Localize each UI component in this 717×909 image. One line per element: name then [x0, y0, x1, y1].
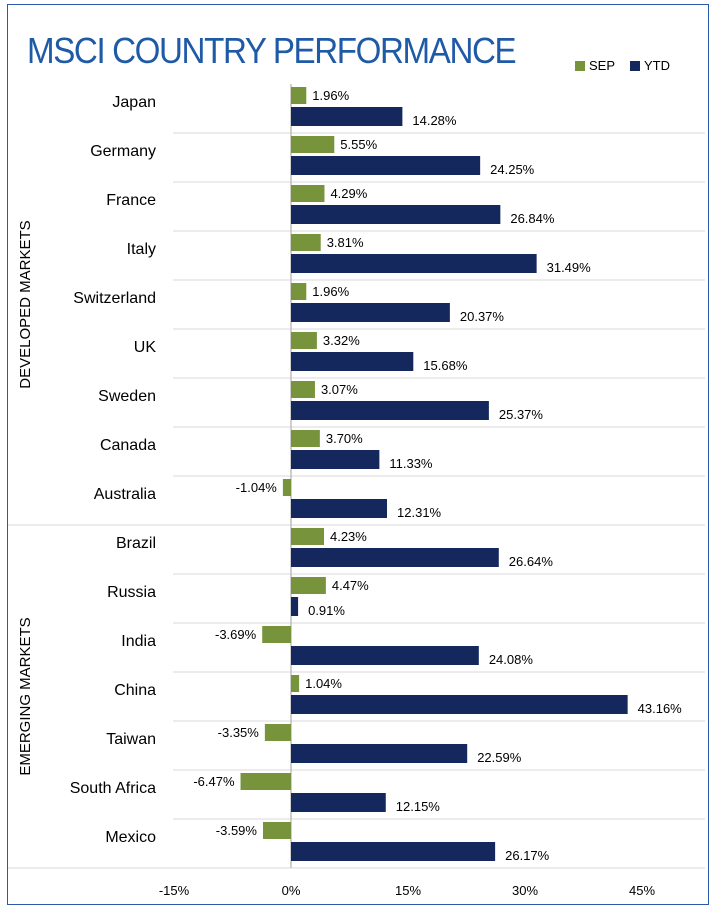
category-label: Brazil [116, 535, 156, 552]
bar-sep [282, 479, 291, 496]
bar-sep [291, 234, 321, 251]
bar-ytd [291, 499, 388, 518]
bar-sep [291, 87, 307, 104]
bar-sep [291, 430, 320, 447]
legend-label-sep: SEP [589, 58, 616, 73]
data-label-ytd: 31.49% [547, 260, 592, 275]
bar-sep [264, 724, 291, 741]
category-label: Mexico [105, 829, 156, 846]
data-label-sep: -1.04% [236, 480, 278, 495]
bar-sep [291, 283, 307, 300]
x-tick-label: 15% [395, 883, 421, 898]
data-label-sep: 5.55% [340, 137, 377, 152]
x-tick-label: -15% [159, 883, 190, 898]
category-label: Japan [112, 94, 156, 111]
data-label-sep: 3.81% [327, 235, 364, 250]
bar-ytd [291, 597, 299, 616]
data-label-ytd: 24.08% [489, 652, 534, 667]
bar-sep [291, 332, 317, 349]
bar-sep [291, 136, 335, 153]
data-label-sep: -3.35% [218, 725, 260, 740]
x-tick-label: 30% [512, 883, 538, 898]
bar-ytd [291, 842, 496, 861]
data-label-ytd: 24.25% [490, 162, 535, 177]
x-tick-label: 0% [282, 883, 301, 898]
category-label: Taiwan [106, 731, 156, 748]
bar-ytd [291, 744, 468, 763]
bar-sep [291, 675, 300, 692]
bar-ytd [291, 156, 481, 175]
legend-swatch-ytd [630, 60, 640, 71]
category-label: Germany [90, 143, 156, 160]
bar-sep [291, 577, 326, 594]
legend-swatch-sep [575, 60, 585, 71]
category-label: Canada [100, 437, 156, 454]
data-label-sep: 4.23% [330, 529, 367, 544]
data-label-sep: 3.32% [323, 333, 360, 348]
data-label-ytd: 22.59% [477, 750, 522, 765]
bar-ytd [291, 254, 537, 273]
bar-ytd [291, 793, 386, 812]
bar-ytd [291, 695, 628, 714]
data-label-sep: 1.04% [305, 676, 342, 691]
data-label-ytd: 20.37% [460, 309, 505, 324]
x-tick-label: 45% [629, 883, 655, 898]
data-label-ytd: 26.17% [505, 848, 550, 863]
bar-sep [262, 822, 291, 839]
category-label: Italy [127, 241, 156, 258]
category-label: UK [134, 339, 157, 356]
legend-item-ytd: YTD [630, 58, 670, 73]
data-label-sep: 3.70% [326, 431, 363, 446]
legend-label-ytd: YTD [644, 58, 670, 73]
group-label-developed: DEVELOPED MARKETS [17, 220, 34, 388]
bar-sep [291, 185, 325, 202]
data-label-ytd: 26.84% [510, 211, 555, 226]
data-label-ytd: 12.31% [397, 505, 442, 520]
data-label-ytd: 25.37% [499, 407, 544, 422]
category-label: France [106, 192, 156, 209]
category-label: Australia [94, 486, 156, 503]
category-label: Sweden [98, 388, 156, 405]
data-label-sep: 4.29% [330, 186, 367, 201]
bar-ytd [291, 205, 501, 224]
bar-ytd [291, 303, 450, 322]
data-label-sep: -3.69% [215, 627, 257, 642]
data-label-ytd: 26.64% [509, 554, 554, 569]
bar-ytd [291, 107, 403, 126]
bar-sep [291, 528, 324, 545]
data-label-sep: -3.59% [216, 823, 258, 838]
data-label-ytd: 14.28% [412, 113, 457, 128]
bar-sep [262, 626, 291, 643]
data-label-sep: 4.47% [332, 578, 369, 593]
data-label-sep: 3.07% [321, 382, 358, 397]
bar-ytd [291, 401, 489, 420]
data-label-ytd: 15.68% [423, 358, 468, 373]
bar-ytd [291, 352, 414, 371]
data-label-ytd: 11.33% [389, 456, 433, 471]
bar-sep [240, 773, 291, 790]
category-label: Switzerland [73, 290, 156, 307]
data-label-sep: 1.96% [312, 88, 349, 103]
category-label: China [114, 682, 156, 699]
data-label-ytd: 12.15% [396, 799, 441, 814]
bar-ytd [291, 646, 479, 665]
data-label-ytd: 0.91% [308, 603, 345, 618]
group-label-emerging: EMERGING MARKETS [17, 617, 34, 775]
bar-sep [291, 381, 315, 398]
bar-ytd [291, 548, 499, 567]
chart-title: MSCI COUNTRY PERFORMANCE [27, 30, 517, 71]
bar-ytd [291, 450, 380, 469]
legend-item-sep: SEP [575, 58, 615, 73]
category-label: Russia [107, 584, 156, 601]
data-label-sep: 1.96% [312, 284, 349, 299]
category-label: India [121, 633, 156, 650]
category-label: South Africa [70, 780, 156, 797]
data-label-ytd: 43.16% [638, 701, 683, 716]
data-label-sep: -6.47% [193, 774, 235, 789]
